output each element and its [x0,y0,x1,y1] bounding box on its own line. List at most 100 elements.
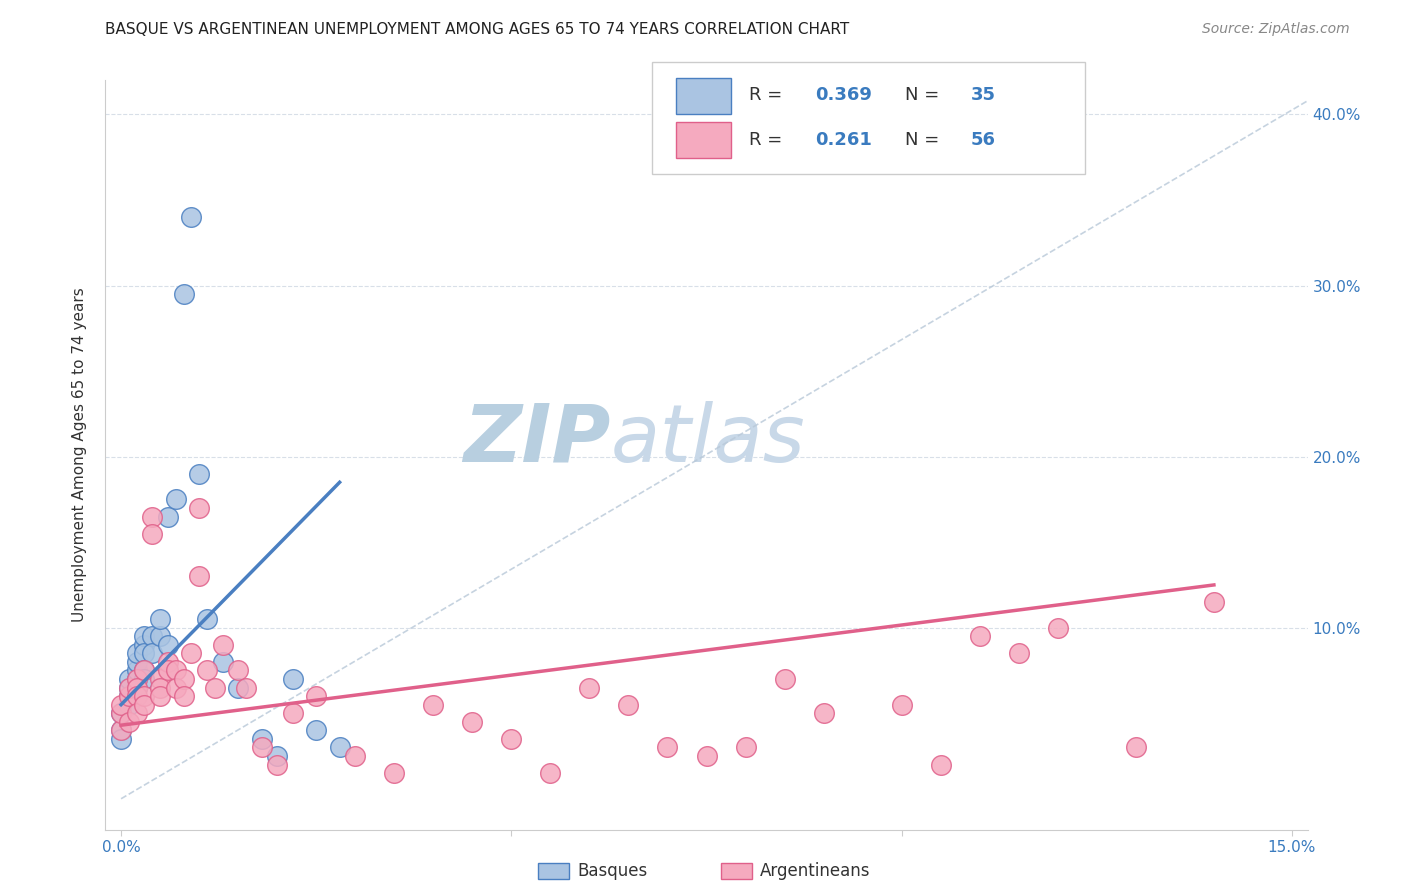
Point [329,740,352,755]
Point [125,681,148,695]
Text: N =: N = [905,131,945,149]
Text: Source: ZipAtlas.com: Source: ZipAtlas.com [1202,22,1350,37]
Text: R =: R = [748,131,787,149]
Point [173,672,195,686]
Point [165,681,187,695]
Point [141,526,163,541]
Point [118,689,141,703]
Point [188,569,211,583]
Point [250,731,273,746]
Point [180,210,202,224]
Text: atlas: atlas [610,401,806,479]
Point [266,749,288,764]
Point [344,749,367,764]
Point [134,664,156,678]
Point [734,740,756,755]
Point [156,655,179,669]
Point [134,638,156,652]
Point [125,706,148,721]
Point [125,689,148,703]
Text: Basques: Basques [578,862,647,880]
Text: N =: N = [905,87,945,104]
Point [156,664,179,678]
Point [773,672,796,686]
Point [110,731,132,746]
Point [173,287,195,301]
Point [211,638,233,652]
Point [204,681,226,695]
Point [195,612,218,626]
Point [250,740,273,755]
Point [125,681,148,695]
Point [125,646,148,660]
Point [118,672,141,686]
Text: BASQUE VS ARGENTINEAN UNEMPLOYMENT AMONG AGES 65 TO 74 YEARS CORRELATION CHART: BASQUE VS ARGENTINEAN UNEMPLOYMENT AMONG… [105,22,849,37]
Point [165,664,187,678]
Text: R =: R = [748,87,787,104]
Text: 35: 35 [972,87,995,104]
Point [134,646,156,660]
Point [696,749,718,764]
Point [382,766,405,780]
Point [1125,740,1147,755]
Point [156,638,179,652]
Point [134,664,156,678]
Point [149,612,172,626]
Text: 0.261: 0.261 [814,131,872,149]
Point [141,646,163,660]
Point [1008,646,1031,660]
Point [180,646,202,660]
Point [188,500,211,515]
Y-axis label: Unemployment Among Ages 65 to 74 years: Unemployment Among Ages 65 to 74 years [72,287,87,623]
Point [657,740,679,755]
Point [134,629,156,643]
Point [149,672,172,686]
Point [141,509,163,524]
Point [188,467,211,481]
Point [125,672,148,686]
Point [118,681,141,695]
Point [118,681,141,695]
Text: 0.369: 0.369 [814,87,872,104]
Point [617,698,640,712]
Point [501,731,523,746]
Point [211,655,233,669]
Point [134,698,156,712]
Point [281,706,304,721]
Point [305,689,328,703]
Point [890,698,912,712]
Point [461,714,484,729]
Point [134,689,156,703]
Point [195,664,218,678]
Point [125,672,148,686]
Point [969,629,991,643]
Point [118,689,141,703]
Point [110,706,132,721]
Point [118,714,141,729]
Point [578,681,600,695]
Point [422,698,444,712]
Point [813,706,835,721]
Point [110,723,132,738]
Point [141,629,163,643]
FancyBboxPatch shape [676,122,731,158]
Point [538,766,561,780]
Point [149,629,172,643]
Point [125,655,148,669]
Point [226,681,249,695]
Point [235,681,257,695]
Point [125,664,148,678]
Point [110,706,132,721]
Text: Argentineans: Argentineans [761,862,870,880]
Text: ZIP: ZIP [463,401,610,479]
Point [226,664,249,678]
Point [149,681,172,695]
Point [149,689,172,703]
FancyBboxPatch shape [652,62,1085,174]
Point [305,723,328,738]
Point [281,672,304,686]
Text: 56: 56 [972,131,995,149]
Point [173,689,195,703]
Point [929,757,952,772]
FancyBboxPatch shape [676,78,731,114]
